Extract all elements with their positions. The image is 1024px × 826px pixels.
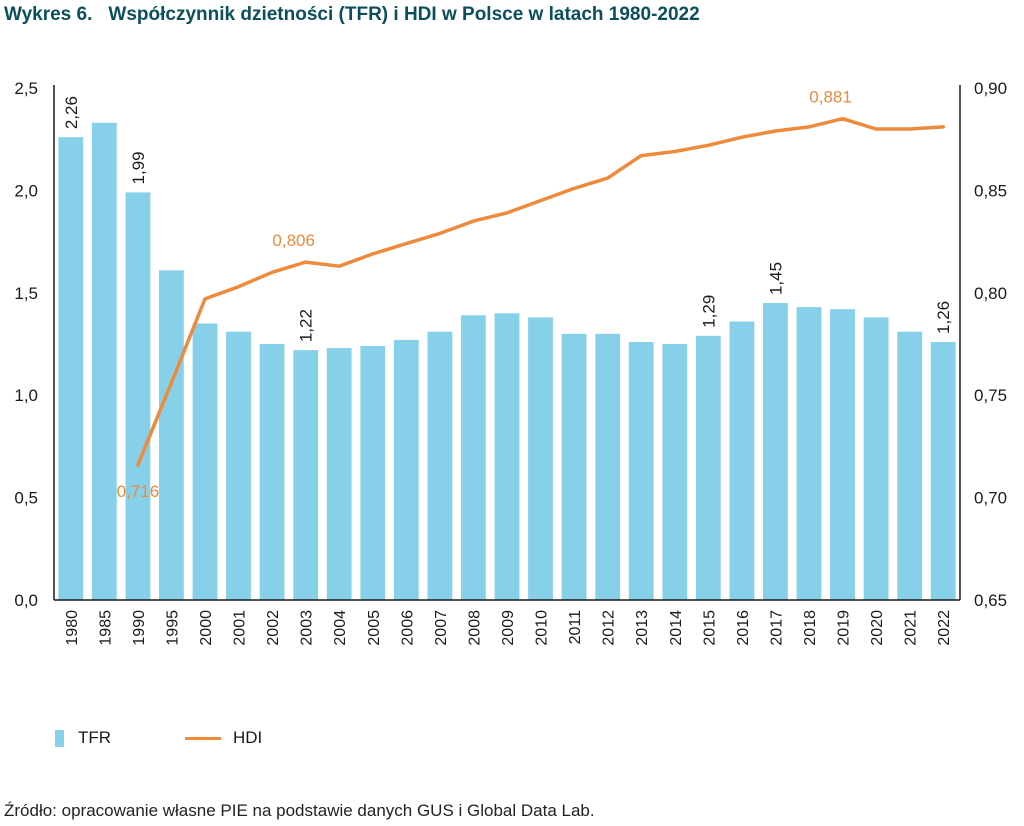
x-tick-label-1980: 1980 (64, 610, 81, 646)
bar-tfr-2007 (427, 331, 453, 600)
bar-tfr-2000 (192, 323, 218, 600)
chart-title: Wykres 6. Współczynnik dzietności (TFR) i… (4, 4, 700, 26)
y-right-tick-label: 0,70 (974, 489, 1007, 508)
y-right-tick-label: 0,75 (974, 386, 1007, 405)
data-label-tfr-2022: 1,26 (934, 301, 953, 334)
legend-label-hdi: HDI (233, 728, 263, 747)
bar-tfr-2006 (393, 339, 419, 600)
bar-tfr-2010 (528, 317, 553, 600)
x-tick-label-2015: 2015 (701, 610, 718, 646)
bar-tfr-1985 (91, 122, 117, 601)
x-tick-label-2018: 2018 (802, 610, 819, 646)
bar-tfr-2021 (897, 331, 923, 600)
bar-tfr-2005 (360, 346, 386, 600)
x-tick-label-2012: 2012 (601, 610, 618, 646)
bar-tfr-2020 (863, 317, 889, 600)
x-tick-label-2008: 2008 (466, 610, 483, 646)
x-tick-label-2013: 2013 (634, 610, 651, 646)
x-tick-label-2002: 2002 (265, 610, 282, 646)
bar-tfr-2008 (461, 315, 486, 600)
bar-tfr-2009 (494, 313, 520, 600)
x-tick-label-2004: 2004 (332, 610, 349, 646)
bar-tfr-1995 (159, 270, 184, 600)
x-tick-label-2014: 2014 (668, 610, 685, 646)
x-tick-label-2021: 2021 (903, 610, 920, 646)
legend-swatch-tfr (55, 729, 64, 747)
x-tick-label-2001: 2001 (232, 610, 249, 646)
data-label-tfr-1980: 2,26 (62, 96, 81, 129)
data-label-hdi-1990: 0,716 (117, 482, 160, 501)
data-label-tfr-2017: 1,45 (766, 262, 785, 295)
x-tick-label-2005: 2005 (366, 610, 383, 646)
x-tick-label-1990: 1990 (131, 610, 148, 646)
x-tick-label-2007: 2007 (433, 610, 450, 646)
x-tick-label-1995: 1995 (164, 610, 181, 646)
y-left-tick-label: 0,0 (14, 591, 38, 610)
y-right-tick-label: 0,90 (974, 79, 1007, 98)
bar-tfr-2001 (226, 331, 251, 600)
bar-tfr-2013 (628, 342, 654, 600)
data-label-tfr-2003: 1,22 (297, 309, 316, 342)
bar-tfr-2018 (796, 307, 822, 600)
x-tick-label-2006: 2006 (399, 610, 416, 646)
y-right-tick-label: 0,65 (974, 591, 1007, 610)
bar-tfr-2003 (293, 350, 319, 600)
bar-tfr-1980 (58, 137, 84, 600)
bar-tfr-2016 (729, 321, 755, 600)
chart-title-text: Współczynnik dzietności (TFR) i HDI w Po… (108, 4, 700, 25)
combo-chart: 0,0 0,5 1,0 1,5 2,0 2,5 0,65 0,70 0,75 0,80 0,85 0,… (14, 79, 1007, 646)
y-right-tick-label: 0,85 (974, 181, 1007, 200)
y-left-tick-label: 2,0 (14, 181, 38, 200)
line-hdi (136, 116, 945, 467)
bar-tfr-2017 (763, 303, 788, 600)
y-left-tick-label: 1,0 (14, 386, 38, 405)
y-right-tick-label: 0,80 (974, 284, 1007, 303)
x-tick-label-2000: 2000 (198, 610, 215, 646)
bar-tfr-2004 (326, 348, 352, 600)
data-label-tfr-2015: 1,29 (699, 295, 718, 328)
x-tick-label-1985: 1985 (97, 610, 114, 646)
legend-swatch-hdi (185, 736, 221, 740)
x-tick-label-2010: 2010 (534, 610, 551, 646)
x-tick-label-2017: 2017 (768, 610, 785, 646)
legend-item-tfr: TFR (55, 728, 111, 748)
bar-tfr-2015 (695, 335, 721, 600)
bar-tfr-2011 (561, 333, 587, 600)
x-tick-label-2020: 2020 (869, 610, 886, 646)
bar-tfr-1990 (125, 192, 151, 600)
y-left-tick-label: 1,5 (14, 284, 38, 303)
x-tick-label-2019: 2019 (836, 610, 853, 646)
bar-tfr-2022 (930, 342, 956, 600)
data-label-hdi-2003: 0,806 (272, 231, 315, 250)
y-left-tick-label: 0,5 (14, 489, 38, 508)
data-label-hdi-2019: 0,881 (809, 88, 852, 107)
x-tick-label-2011: 2011 (567, 610, 584, 645)
bar-tfr-2014 (662, 344, 688, 600)
legend-item-hdi: HDI (185, 728, 262, 748)
source-note: Źródło: opracowanie własne PIE na podsta… (4, 801, 595, 820)
x-tick-label-2016: 2016 (735, 610, 752, 646)
bar-tfr-2019 (830, 309, 855, 600)
x-tick-label-2022: 2022 (936, 610, 953, 646)
x-tick-label-2003: 2003 (299, 610, 316, 646)
x-tick-label-2009: 2009 (500, 610, 517, 646)
chart-number: Wykres 6. (4, 4, 93, 25)
data-label-tfr-1990: 1,99 (129, 151, 148, 184)
y-left-tick-label: 2,5 (14, 79, 38, 98)
legend-label-tfr: TFR (78, 728, 112, 747)
bar-tfr-2012 (595, 333, 621, 600)
bar-tfr-2002 (259, 344, 285, 600)
